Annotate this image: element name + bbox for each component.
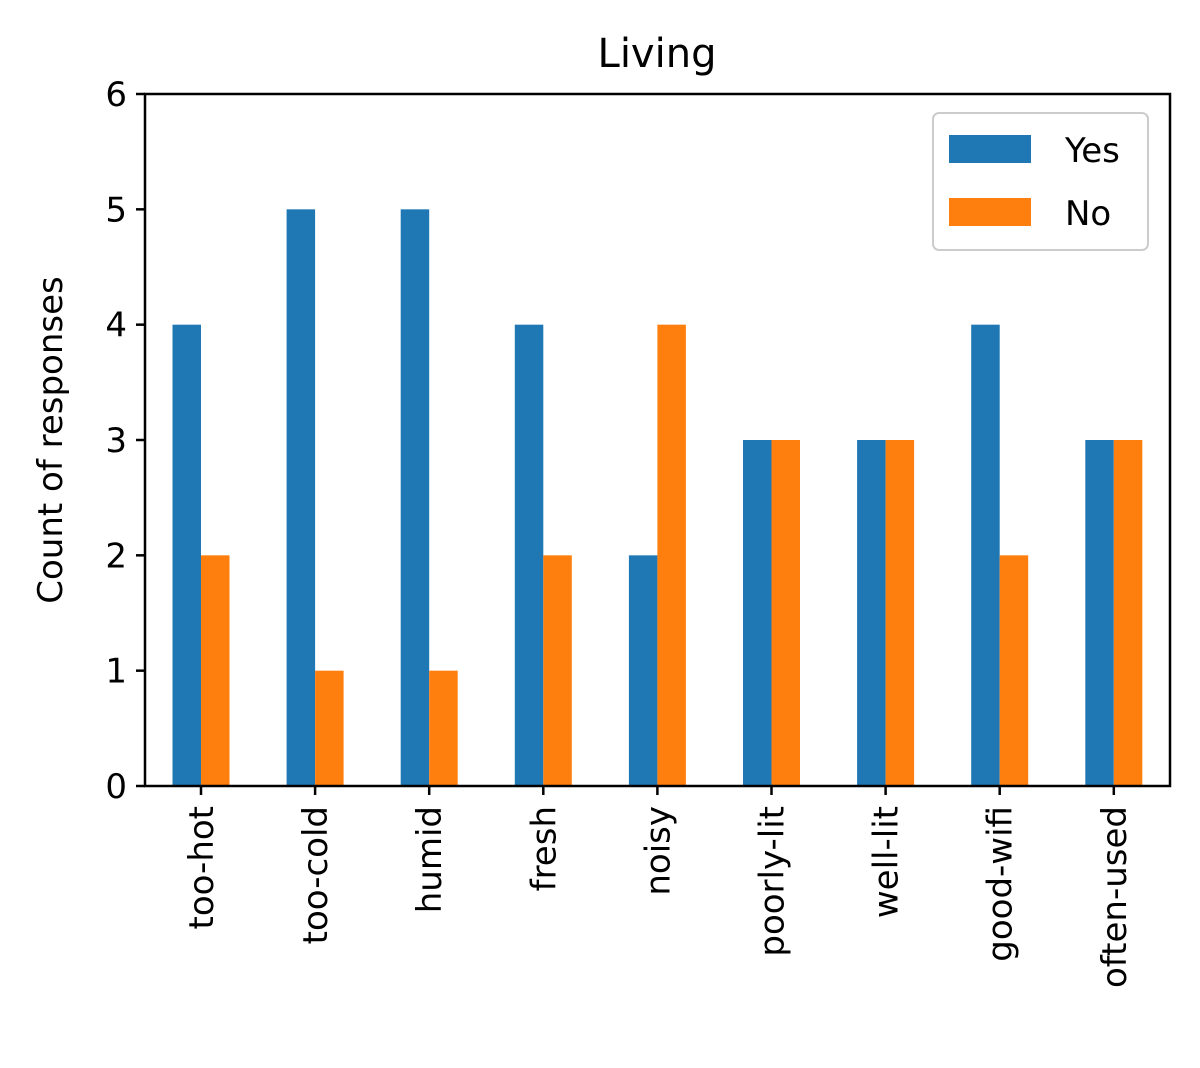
legend: Yes No	[932, 112, 1149, 251]
bar-yes-often-used	[1085, 440, 1114, 786]
bar-no-good-wifi	[999, 555, 1029, 786]
bar-no-fresh	[543, 555, 572, 786]
y-tick-label: 4	[105, 306, 127, 346]
bar-yes-well-lit	[857, 440, 886, 786]
y-axis-label: Count of responses	[31, 276, 71, 604]
plot-area-frame	[143, 92, 1172, 788]
x-tick-label: humid	[410, 806, 450, 913]
chart-title: Living	[598, 31, 717, 77]
bar-yes-noisy	[628, 555, 658, 786]
bar-no-often-used	[1113, 440, 1143, 786]
bar-no-too-hot	[201, 555, 230, 786]
y-tick-label: 1	[105, 652, 127, 692]
bar-yes-poorly-lit	[743, 440, 772, 786]
legend-swatch-yes	[949, 135, 1031, 163]
bar-yes-humid	[400, 209, 430, 786]
bar-yes-too-cold	[286, 209, 316, 786]
bar-no-poorly-lit	[771, 440, 800, 786]
bar-no-noisy	[657, 324, 686, 786]
y-tick-label: 3	[105, 421, 127, 461]
x-tick-label: well-lit	[867, 806, 907, 918]
bar-yes-too-hot	[172, 324, 201, 786]
y-ticks-group: 0 1 2 3 4 5 6	[105, 75, 145, 807]
bar-no-too-cold	[315, 670, 344, 786]
y-tick-label: 6	[105, 75, 127, 115]
x-tick-label: good-wifi	[981, 806, 1021, 962]
legend-swatch-no	[949, 198, 1031, 226]
bars-group	[172, 209, 1143, 786]
legend-label-no: No	[1065, 194, 1111, 234]
x-tick-label: fresh	[524, 806, 564, 891]
x-tick-label: noisy	[638, 806, 678, 896]
legend-label-yes: Yes	[1064, 131, 1120, 171]
y-tick-label: 0	[105, 767, 127, 807]
x-tick-label: poorly-lit	[753, 806, 793, 957]
bar-no-humid	[429, 670, 458, 786]
y-tick-label: 5	[105, 190, 127, 230]
bar-yes-good-wifi	[971, 324, 1000, 786]
y-tick-label: 2	[105, 536, 127, 576]
x-ticks-group: too-hot too-cold humid fresh noisy poorly-lit…	[182, 786, 1135, 988]
x-tick-label: too-hot	[182, 806, 222, 930]
x-tick-label: too-cold	[296, 806, 336, 944]
bar-yes-fresh	[514, 324, 544, 786]
x-tick-label: often-used	[1095, 806, 1135, 988]
bar-no-well-lit	[885, 440, 915, 786]
